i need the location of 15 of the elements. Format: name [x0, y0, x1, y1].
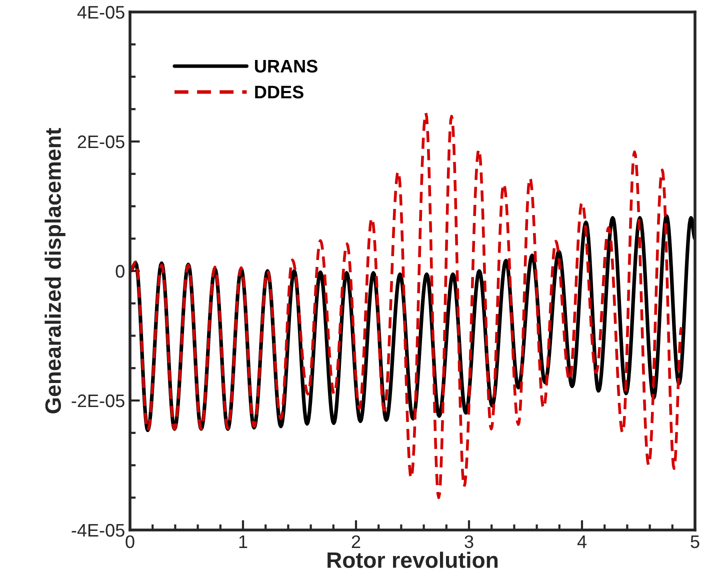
- x-tick-label: 1: [239, 536, 248, 548]
- x-tick-label: 4: [577, 536, 586, 548]
- x-tick-label: 5: [690, 536, 700, 548]
- y-tick-label: 2E-05: [78, 135, 124, 148]
- y-tick-label: -2E-05: [72, 394, 124, 408]
- x-tick-label: 0: [126, 535, 134, 548]
- x-axis-title: Rotor revolution: [328, 552, 498, 568]
- y-tick-label: 0: [116, 264, 124, 278]
- x-tick-label: 3: [464, 535, 474, 548]
- y-axis-title: Genearalized displacement: [44, 128, 66, 414]
- legend-label: DDES: [255, 86, 304, 98]
- legend-label: URANS: [255, 60, 318, 73]
- x-tick-label: 2: [352, 535, 360, 548]
- y-tick-label: -4E-05: [72, 524, 124, 537]
- y-tick-label: 4E-05: [77, 6, 124, 19]
